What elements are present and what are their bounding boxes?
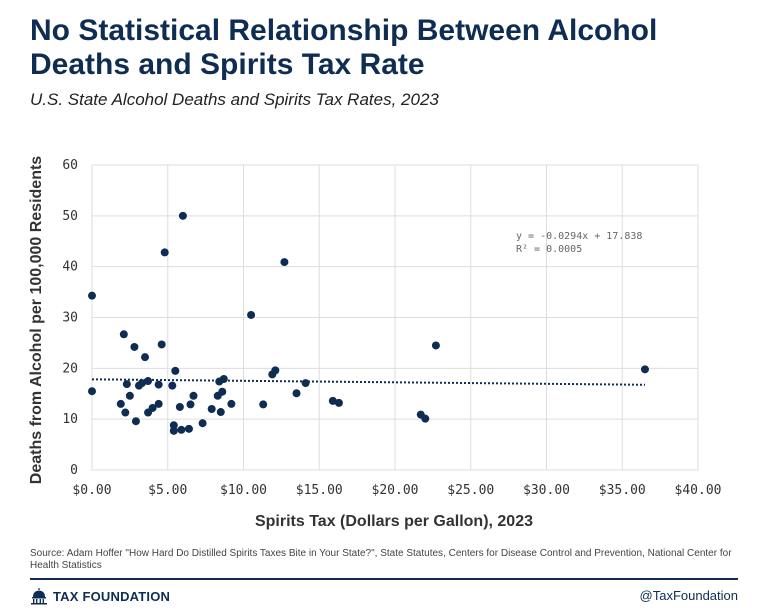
data-point (175, 402, 184, 411)
footer-rule (30, 578, 738, 580)
social-handle[interactable]: @TaxFoundation (639, 588, 738, 603)
tax-foundation-logo[interactable]: TAX FOUNDATION (30, 587, 170, 605)
trendline (91, 378, 645, 386)
data-point (328, 396, 337, 405)
data-point (141, 353, 150, 362)
data-point (169, 426, 178, 435)
data-point (247, 310, 256, 319)
y-axis-ticks: 0 10 20 30 40 50 60 (62, 158, 78, 478)
data-point (177, 425, 186, 434)
data-point (121, 408, 130, 417)
source-note: Source: Adam Hoffer "How Hard Do Distill… (30, 548, 732, 571)
chart-subtitle: U.S. State Alcohol Deaths and Spirits Ta… (30, 90, 439, 109)
data-point (169, 421, 178, 430)
data-point (119, 330, 128, 339)
data-point (640, 365, 649, 374)
data-point (88, 291, 96, 300)
chart-title: No Statistical Relationship Between Alco… (30, 14, 658, 81)
trendline-group (91, 378, 645, 386)
data-point (259, 400, 268, 409)
data-point (168, 381, 177, 390)
data-point (227, 399, 236, 408)
data-point (148, 403, 157, 412)
data-point (154, 399, 163, 408)
data-point (301, 379, 310, 388)
data-point (421, 414, 430, 423)
x-tick-label: $15.00 (296, 483, 343, 498)
data-point (184, 424, 193, 433)
y-tick-label: 60 (62, 158, 78, 173)
data-point (431, 341, 440, 350)
data-point (334, 398, 343, 407)
x-axis-ticks: $0.00 $5.00 $10.00 $15.00 $20.00 $25.00 $30.00… (72, 483, 721, 498)
data-point (219, 375, 228, 384)
x-tick-label: $25.00 (447, 483, 494, 498)
data-point (178, 211, 187, 220)
x-tick-label: $10.00 (220, 483, 267, 498)
data-point (171, 366, 180, 375)
data-point (207, 405, 216, 413)
y-tick-label: 10 (62, 412, 78, 427)
data-point (218, 387, 227, 396)
capitol-dome-icon (31, 588, 47, 605)
y-tick-label: 50 (62, 209, 78, 224)
y-axis-label: Deaths from Alcohol per 100,000 Resident… (28, 155, 45, 485)
data-point (131, 417, 140, 426)
y-tick-label: 0 (70, 463, 78, 478)
data-point (271, 366, 280, 375)
data-point (154, 380, 163, 389)
data-point (198, 419, 207, 428)
y-tick-label: 40 (62, 260, 78, 275)
x-tick-label: $0.00 (72, 483, 111, 498)
data-point (280, 258, 289, 267)
data-point (216, 408, 225, 417)
data-point (116, 399, 125, 408)
data-point (88, 387, 96, 396)
trendline-equation: y = -0.0294x + 17.838 (516, 231, 642, 242)
x-tick-label: $40.00 (675, 483, 722, 498)
data-point (130, 342, 139, 351)
scatter-plot: $0.00 $5.00 $10.00 $15.00 $20.00 $25.00 $30.00… (62, 158, 721, 498)
data-point (189, 391, 198, 400)
y-tick-label: 20 (62, 361, 78, 376)
data-point (160, 248, 169, 257)
data-point (122, 380, 131, 389)
x-tick-label: $30.00 (523, 483, 570, 498)
data-point (144, 377, 153, 386)
data-point (157, 340, 166, 349)
x-tick-label: $35.00 (599, 483, 646, 498)
data-point (125, 391, 134, 400)
grid-lines (91, 164, 699, 471)
y-tick-label: 30 (62, 311, 78, 326)
brand-name: TAX FOUNDATION (53, 588, 171, 604)
data-points (88, 211, 649, 435)
trendline-r2: R² = 0.0005 (516, 244, 582, 255)
x-axis-label: Spirits Tax (Dollars per Gallon), 2023 (254, 513, 533, 530)
data-point (292, 389, 301, 398)
data-point (186, 400, 195, 409)
data-point (137, 379, 146, 388)
x-tick-label: $20.00 (372, 483, 419, 498)
x-tick-label: $5.00 (148, 483, 187, 498)
